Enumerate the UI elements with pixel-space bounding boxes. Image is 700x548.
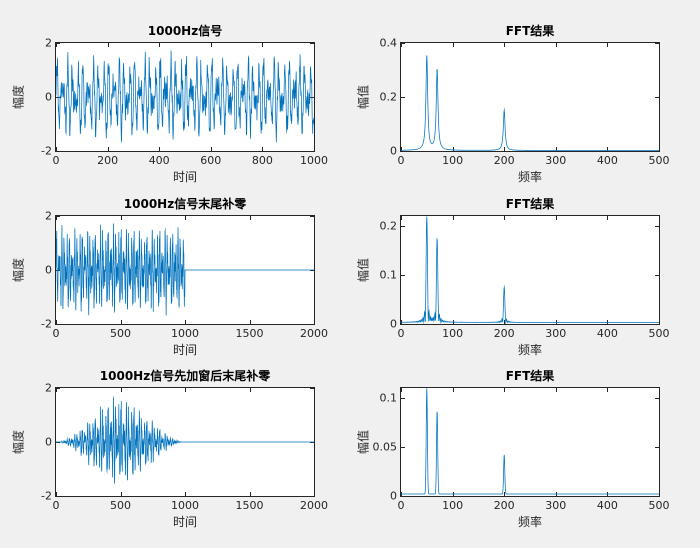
plot-canvas (56, 216, 314, 324)
y-tick-label: 0 (390, 489, 397, 503)
plot-title: 1000Hz信号先加窗后末尾补零 (99, 369, 271, 383)
y-tick-label: 2 (45, 36, 52, 50)
x-axis-label: 频率 (517, 343, 542, 357)
y-tick-label: 0 (390, 144, 397, 158)
subplot-fft-zeropad: FFT结果 幅值 频率 0 100 200 300 400 500 0 0.1 0.2 (357, 197, 670, 357)
x-tick-label: 400 (596, 327, 618, 340)
y-tick-label: 0 (390, 317, 397, 331)
x-tick-label: 500 (110, 327, 131, 340)
x-tick-label: 100 (442, 327, 464, 340)
y-axis-label: 幅度 (11, 257, 26, 283)
x-tick-label: 0 (52, 499, 60, 512)
plot-canvas (56, 43, 314, 151)
y-axis-label: 幅度 (11, 84, 26, 110)
x-tick-label: 0 (397, 327, 405, 340)
y-tick-label: 2 (45, 209, 52, 223)
x-tick-label: 1500 (235, 327, 264, 340)
x-tick-label: 1000 (171, 327, 199, 340)
plot-canvas (401, 216, 659, 324)
x-tick-label: 500 (648, 499, 670, 512)
x-tick-label: 200 (493, 499, 515, 512)
x-tick-label: 500 (648, 154, 670, 167)
x-tick-label: 400 (596, 499, 618, 512)
x-tick-label: 0 (52, 327, 60, 340)
y-axis-label: 幅度 (11, 429, 26, 455)
plot-canvas (401, 388, 659, 496)
x-tick-label: 600 (200, 154, 222, 167)
plot-canvas (401, 43, 659, 151)
x-tick-label: 100 (442, 499, 464, 512)
plot-canvas (56, 388, 314, 496)
x-tick-label: 2000 (300, 327, 328, 340)
x-axis-label: 时间 (172, 343, 197, 357)
x-tick-label: 200 (493, 327, 515, 340)
y-tick-label: 0 (45, 90, 52, 104)
subplot-time-signal-window-zeropad: 1000Hz信号先加窗后末尾补零 幅度 时间 0 500 1000 1500 2000 -… (12, 369, 329, 529)
y-tick-label: 0.05 (372, 440, 398, 454)
subplot-fft-original: FFT结果 幅值 频率 0 100 200 300 400 500 0 0.2 0.4 (357, 24, 670, 184)
y-tick-label: -2 (41, 489, 52, 503)
x-tick-label: 1500 (235, 499, 264, 512)
x-tick-label: 500 (110, 499, 131, 512)
x-tick-label: 2000 (300, 499, 328, 512)
x-tick-label: 200 (493, 154, 515, 167)
x-tick-label: 1000 (300, 154, 328, 167)
x-tick-label: 100 (442, 154, 464, 167)
plot-title: FFT结果 (505, 24, 555, 38)
plot-title: 1000Hz信号 (147, 24, 223, 38)
y-axis-label: 幅值 (356, 257, 371, 283)
y-tick-label: -2 (41, 144, 52, 158)
x-axis-label: 时间 (172, 170, 197, 184)
y-tick-label: 0.2 (379, 219, 398, 233)
x-axis-label: 时间 (172, 515, 197, 529)
x-tick-label: 1000 (171, 499, 199, 512)
y-tick-label: 0.1 (379, 391, 398, 405)
y-tick-label: -2 (41, 317, 52, 331)
subplot-fft-window-zeropad: FFT结果 幅值 频率 0 100 200 300 400 500 0 0.05 0.1 (357, 369, 670, 529)
y-axis-label: 幅值 (356, 84, 371, 110)
subplot-time-signal-original: 1000Hz信号 幅度 时间 0 200 400 600 800 1000 -2 0 2 (12, 24, 329, 184)
plot-title: FFT结果 (505, 197, 555, 211)
x-tick-label: 200 (97, 154, 119, 167)
x-tick-label: 300 (545, 499, 567, 512)
x-tick-label: 300 (545, 327, 567, 340)
plot-title: FFT结果 (505, 369, 555, 383)
x-tick-label: 400 (148, 154, 170, 167)
y-tick-label: 0.1 (379, 268, 398, 282)
x-tick-label: 400 (596, 154, 618, 167)
plot-title: 1000Hz信号末尾补零 (123, 197, 247, 211)
y-axis-label: 幅值 (356, 429, 371, 455)
y-tick-label: 0.4 (379, 36, 398, 50)
x-tick-label: 0 (52, 154, 60, 167)
x-axis-label: 频率 (517, 515, 542, 529)
subplot-time-signal-zeropad: 1000Hz信号末尾补零 幅度 时间 0 500 1000 1500 2000 -2 0 2 (12, 197, 329, 357)
y-tick-label: 0 (45, 435, 52, 449)
y-tick-label: 0.2 (379, 90, 398, 104)
x-tick-label: 800 (251, 154, 273, 167)
x-tick-label: 0 (397, 499, 405, 512)
x-tick-label: 300 (545, 154, 567, 167)
x-tick-label: 500 (648, 327, 670, 340)
x-axis-label: 频率 (517, 170, 542, 184)
y-tick-label: 0 (45, 263, 52, 277)
y-tick-label: 2 (45, 381, 52, 395)
x-tick-label: 0 (397, 154, 405, 167)
